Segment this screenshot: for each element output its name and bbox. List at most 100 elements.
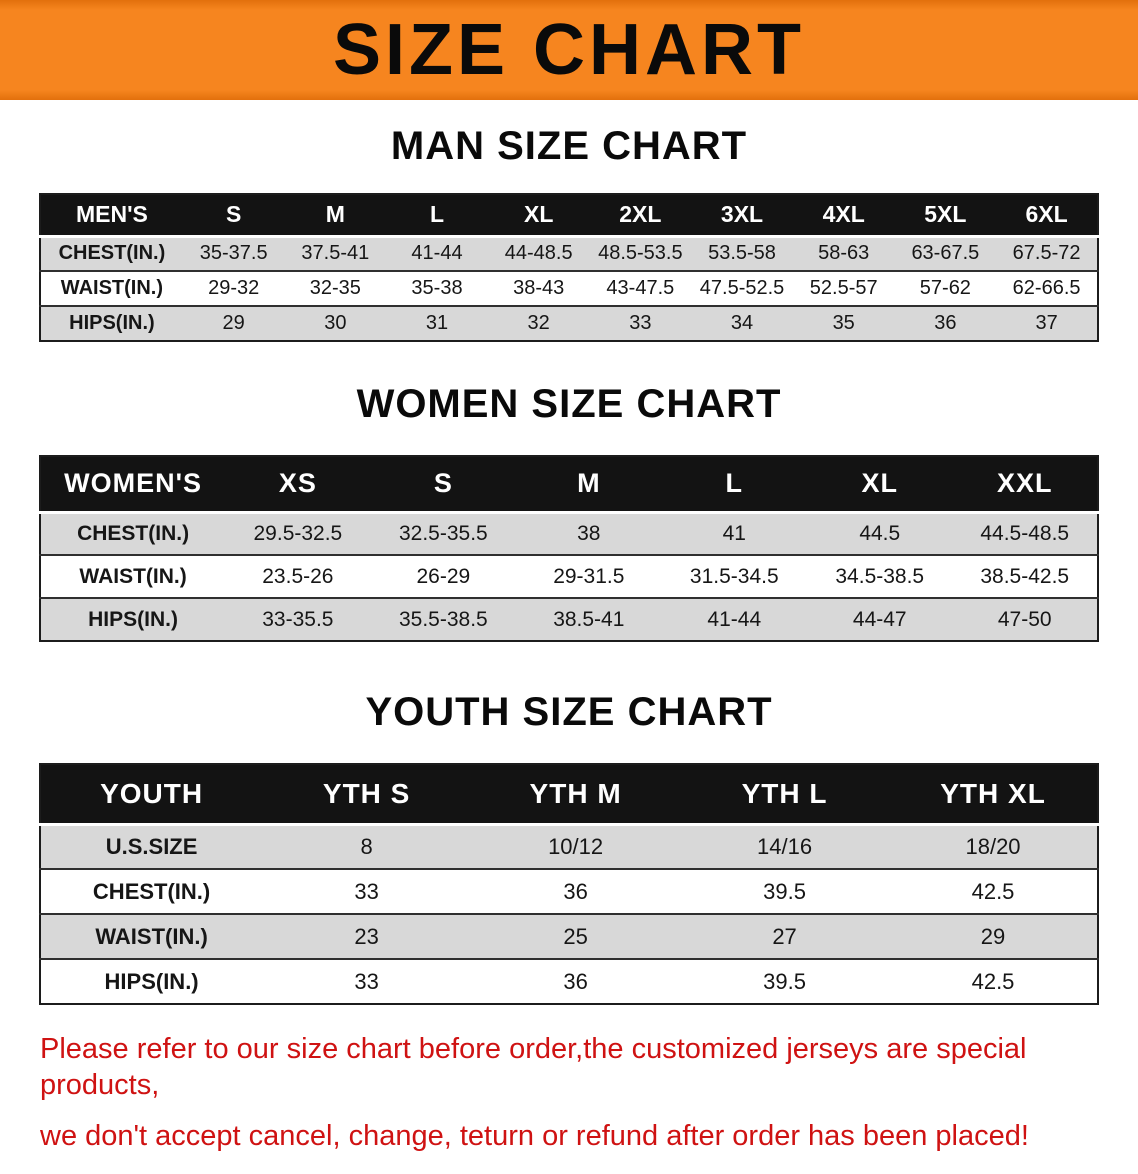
column-header: YTH S [262, 764, 472, 826]
size-value: 58-63 [792, 235, 895, 271]
column-header: XL [487, 194, 590, 238]
row-label: HIPS(IN.) [40, 597, 226, 641]
size-value: 38 [516, 511, 662, 555]
table-title-cell: WOMEN'S [40, 456, 226, 514]
column-header: YTH XL [889, 764, 1098, 826]
table-row: WAIST(IN.) 23.5-26 26-29 29-31.5 31.5-34.5 34… [40, 554, 1098, 598]
table-row: CHEST(IN.) 33 36 39.5 42.5 [40, 868, 1098, 914]
size-value: 29-32 [182, 270, 285, 306]
size-value: 44-47 [807, 597, 953, 641]
women-size-table-container: WOMEN'S XS S M L XL XXL CHEST(IN.) 29.5-32.5 32.5… [0, 455, 1138, 642]
size-value: 31.5-34.5 [661, 554, 808, 598]
size-value: 32 [487, 305, 590, 341]
row-label: WAIST(IN.) [40, 270, 183, 306]
column-header: M [284, 194, 387, 238]
size-value: 47-50 [952, 597, 1098, 641]
size-value: 18/20 [889, 823, 1098, 869]
notice-line-2: we don't accept cancel, change, teturn o… [40, 1119, 1029, 1152]
size-value: 63-67.5 [894, 235, 997, 271]
size-value: 10/12 [471, 823, 681, 869]
women-section: WOMEN SIZE CHART WOMEN'S XS S M L XL XXL CHEST(… [0, 382, 1138, 642]
men-size-table-container: MEN'S S M L XL 2XL 3XL 4XL 5XL 6XL CHEST(IN.) 35-37… [0, 193, 1138, 342]
header-row: MEN'S S M L XL 2XL 3XL 4XL 5XL 6XL [40, 194, 1098, 238]
size-value: 25 [471, 913, 681, 959]
header-row: WOMEN'S XS S M L XL XXL [40, 456, 1098, 514]
size-value: 38-43 [487, 270, 590, 306]
size-value: 32.5-35.5 [370, 511, 517, 555]
size-value: 42.5 [889, 868, 1098, 914]
column-header: 3XL [691, 194, 793, 238]
column-header: L [661, 456, 808, 514]
size-value: 35-37.5 [182, 235, 285, 271]
row-label: HIPS(IN.) [40, 958, 263, 1004]
women-section-heading: WOMEN SIZE CHART [356, 382, 782, 426]
size-value: 26-29 [370, 554, 517, 598]
size-value: 8 [262, 823, 472, 869]
column-header: 6XL [996, 194, 1098, 238]
column-header: S [370, 456, 517, 514]
size-value: 34.5-38.5 [807, 554, 953, 598]
row-label: WAIST(IN.) [40, 913, 263, 959]
size-value: 29-31.5 [516, 554, 662, 598]
size-value: 33-35.5 [225, 597, 371, 641]
size-value: 23.5-26 [225, 554, 371, 598]
table-row: HIPS(IN.) 33 36 39.5 42.5 [40, 958, 1098, 1004]
size-value: 48.5-53.5 [589, 235, 692, 271]
footer-notice: Please refer to our size chart before or… [40, 1031, 1098, 1154]
size-value: 23 [262, 913, 472, 959]
row-label: CHEST(IN.) [40, 511, 226, 555]
table-row: CHEST(IN.) 35-37.5 37.5-41 41-44 44-48.5 48.5… [40, 235, 1098, 271]
size-value: 42.5 [889, 958, 1098, 1004]
size-value: 67.5-72 [996, 235, 1098, 271]
size-value: 35.5-38.5 [370, 597, 517, 641]
table-row: U.S.SIZE 8 10/12 14/16 18/20 [40, 823, 1098, 869]
size-value: 27 [680, 913, 890, 959]
size-value: 57-62 [894, 270, 997, 306]
column-header: 4XL [792, 194, 895, 238]
size-value: 62-66.5 [996, 270, 1098, 306]
column-header: YTH M [471, 764, 681, 826]
men-size-table: MEN'S S M L XL 2XL 3XL 4XL 5XL 6XL CHEST(IN.) 35-37… [39, 193, 1099, 342]
notice-line-1: Please refer to our size chart before or… [40, 1033, 1027, 1102]
size-value: 31 [386, 305, 488, 341]
column-header: XXL [952, 456, 1098, 514]
men-section-heading: MAN SIZE CHART [390, 124, 748, 168]
women-size-table: WOMEN'S XS S M L XL XXL CHEST(IN.) 29.5-32.5 32.5… [39, 455, 1099, 642]
size-value: 14/16 [680, 823, 890, 869]
size-value: 44-48.5 [487, 235, 590, 271]
size-value: 37 [996, 305, 1098, 341]
header-row: YOUTH YTH S YTH M YTH L YTH XL [40, 764, 1098, 826]
size-value: 44.5 [807, 511, 953, 555]
size-value: 29.5-32.5 [225, 511, 371, 555]
size-value: 36 [894, 305, 997, 341]
size-value: 36 [471, 958, 681, 1004]
size-value: 36 [471, 868, 681, 914]
size-value: 30 [284, 305, 387, 341]
column-header: L [386, 194, 488, 238]
page-title: SIZE CHART [333, 10, 805, 90]
size-value: 35 [792, 305, 895, 341]
table-row: WAIST(IN.) 29-32 32-35 35-38 38-43 43-47.5 47.… [40, 270, 1098, 306]
size-value: 34 [691, 305, 793, 341]
size-value: 41 [661, 511, 808, 555]
size-value: 33 [589, 305, 692, 341]
column-header: XL [807, 456, 953, 514]
row-label: CHEST(IN.) [40, 868, 263, 914]
column-header: 2XL [589, 194, 692, 238]
table-row: HIPS(IN.) 33-35.5 35.5-38.5 38.5-41 41-44 44-… [40, 597, 1098, 641]
row-label: CHEST(IN.) [40, 235, 183, 271]
banner: SIZE CHART [0, 0, 1138, 100]
table-row: HIPS(IN.) 29 30 31 32 33 34 35 36 37 [40, 305, 1098, 341]
size-value: 52.5-57 [792, 270, 895, 306]
size-value: 38.5-42.5 [952, 554, 1098, 598]
column-header: YTH L [680, 764, 890, 826]
size-value: 38.5-41 [516, 597, 662, 641]
column-header: M [516, 456, 662, 514]
youth-section: YOUTH SIZE CHART YOUTH YTH S YTH M YTH L YTH… [0, 690, 1138, 1005]
youth-section-heading: YOUTH SIZE CHART [365, 690, 773, 734]
youth-size-table: YOUTH YTH S YTH M YTH L YTH XL U.S.SIZE 8 10/12… [39, 763, 1099, 1005]
size-value: 53.5-58 [691, 235, 793, 271]
size-value: 44.5-48.5 [952, 511, 1098, 555]
size-value: 39.5 [680, 958, 890, 1004]
size-value: 35-38 [386, 270, 488, 306]
